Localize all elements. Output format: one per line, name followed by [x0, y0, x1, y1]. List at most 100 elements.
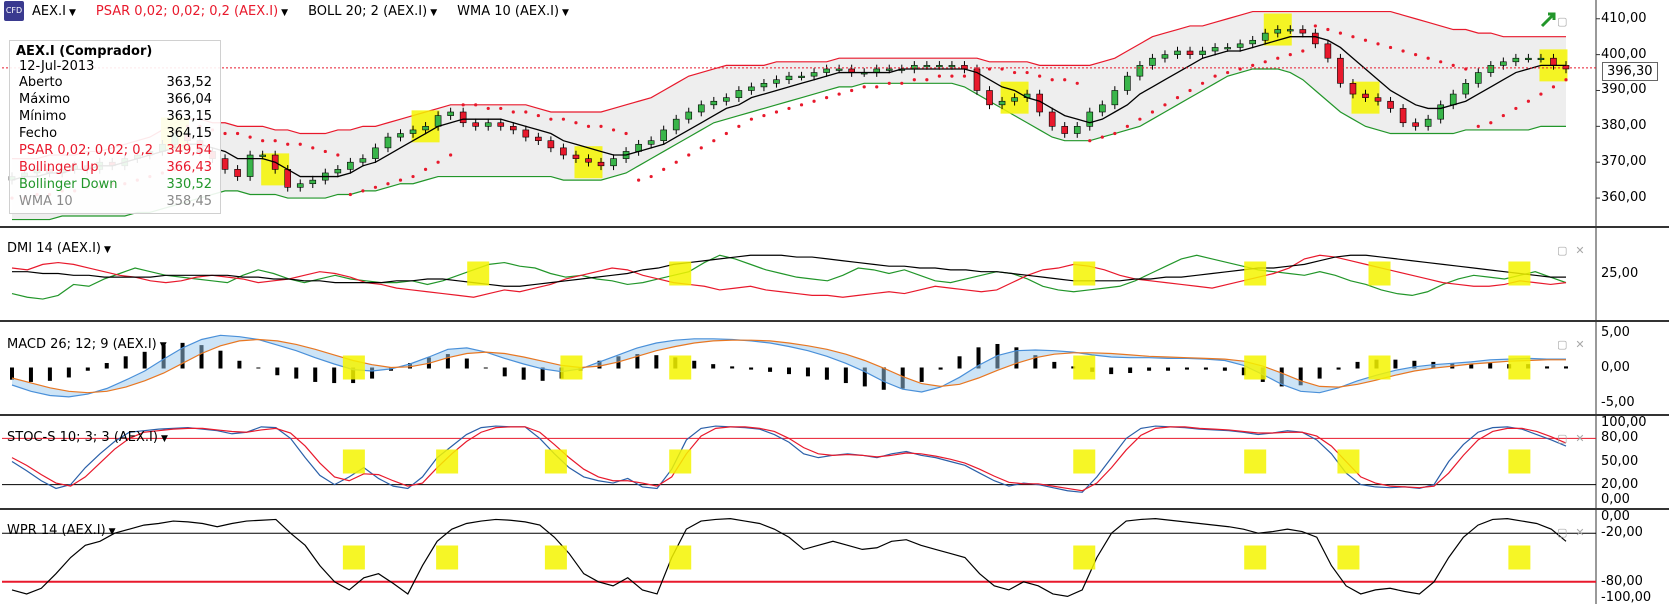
macd-histogram-bar: [1336, 367, 1341, 370]
stoc-window-controls[interactable]: ▢✕: [1557, 432, 1593, 445]
candle-body: [1186, 50, 1194, 55]
candle-body: [1349, 83, 1357, 95]
macd-histogram-bar: [540, 367, 545, 381]
psar-dot: [586, 124, 591, 128]
psar-dot: [248, 135, 252, 139]
price-window-controls[interactable]: ▢: [1557, 15, 1575, 28]
signal-highlight: [669, 545, 692, 570]
candle-body: [1061, 126, 1069, 134]
candle-body: [1299, 29, 1307, 34]
candle-body: [672, 118, 680, 131]
boll-menu[interactable]: BOLL 20; 2 (AEX.I) ▼: [308, 3, 438, 19]
wpr-panel-label[interactable]: WPR 14 (AEX.I) ▼: [7, 523, 116, 538]
stoc-axis-label: 100,00: [1601, 415, 1647, 430]
tooltip-row-value: 363,52: [166, 75, 213, 90]
signal-highlight: [544, 449, 567, 474]
tooltip-row: PSAR 0,02; 0,02; 0,2 349,54: [10, 142, 220, 159]
candle-body: [497, 122, 505, 127]
macd-histogram-bar: [28, 367, 33, 382]
dmi-window-controls[interactable]: ▢✕: [1557, 244, 1593, 257]
macd-histogram-bar: [938, 367, 943, 370]
dmi-panel-label[interactable]: DMI 14 (AEX.I) ▼: [7, 241, 111, 256]
psar-dot: [311, 146, 315, 150]
psar-dot: [912, 78, 916, 82]
psar-dot: [524, 110, 528, 114]
candle-body: [234, 169, 241, 177]
macd-histogram-bar: [47, 367, 52, 381]
signal-highlight: [436, 449, 459, 474]
psar-dot: [449, 153, 453, 157]
psar-dot: [824, 96, 829, 100]
macd-histogram-bar: [654, 355, 659, 369]
signal-highlight: [1337, 545, 1360, 570]
symbol-menu[interactable]: AEX.I ▼: [32, 3, 76, 19]
psar-dot: [1313, 24, 1317, 28]
psar-dot: [937, 74, 941, 78]
candle-body: [685, 111, 693, 120]
candle-body: [773, 79, 780, 84]
psar-dot: [1138, 117, 1142, 121]
macd-histogram-bar: [275, 367, 280, 376]
psar-dot: [1363, 38, 1368, 42]
signal-highlight: [1368, 261, 1391, 286]
psar-dot: [1526, 99, 1531, 103]
macd-histogram-bar: [1488, 363, 1493, 369]
tooltip-row-value: 363,15: [166, 109, 213, 124]
candle-body: [447, 111, 454, 116]
macd-histogram-bar: [843, 367, 848, 384]
psar-dot: [799, 103, 804, 107]
last-price-tag: 396,30: [1602, 62, 1658, 81]
tooltip-row: Bollinger Down 330,52: [10, 176, 220, 193]
psar-dot: [1539, 92, 1543, 96]
candle-body: [885, 68, 893, 71]
candle-body: [1161, 54, 1169, 59]
wma-menu[interactable]: WMA 10 (AEX.I) ▼: [457, 3, 569, 19]
signal-highlight: [467, 261, 490, 286]
tooltip-row-value: 349,54: [166, 143, 213, 158]
psar-dot: [1213, 74, 1217, 78]
candle-body: [246, 154, 254, 177]
chevron-down-icon: ▼: [104, 245, 111, 255]
signal-highlight: [342, 355, 365, 380]
candle-body: [723, 97, 730, 102]
psar-dot: [1376, 42, 1380, 46]
macd-histogram-bar: [730, 366, 735, 369]
psar-dot: [373, 185, 378, 189]
macd-histogram-bar: [313, 367, 318, 382]
macd-histogram-bar: [787, 367, 791, 375]
psar-dot: [361, 189, 365, 193]
stoc-panel-label[interactable]: STOC-S 10; 3; 3 (AEX.I) ▼: [7, 430, 168, 445]
candle-body: [1099, 104, 1106, 113]
tooltip-row-label: Fecho: [19, 126, 58, 141]
candle-body: [1261, 32, 1269, 41]
psar-dot: [599, 124, 603, 128]
price-axis-label: 380,00: [1601, 118, 1647, 134]
psar-dot: [1012, 70, 1017, 75]
macd-histogram-bar: [711, 364, 716, 369]
signal-highlight: [1073, 261, 1096, 286]
close-icon: ✕: [1575, 338, 1593, 351]
psar-dot: [1063, 78, 1067, 82]
macd-window-controls[interactable]: ▢✕: [1557, 338, 1593, 351]
candle-body: [1525, 57, 1532, 61]
indicator-line: [11, 426, 1567, 492]
candle-body: [384, 136, 392, 149]
macd-histogram-bar: [1033, 355, 1038, 369]
tooltip-row: Aberto 363,52: [10, 74, 220, 91]
candle-body: [1362, 93, 1369, 98]
chevron-down-icon: ▼: [281, 7, 289, 18]
chevron-down-icon: ▼: [159, 341, 167, 351]
indicator-line: [11, 518, 1567, 598]
wpr-window-controls[interactable]: ▢✕: [1557, 526, 1593, 539]
macd-panel-label[interactable]: MACD 26; 12; 9 (AEX.I) ▼: [7, 337, 167, 352]
candle-body: [986, 90, 993, 106]
signal-highlight: [436, 545, 459, 570]
psar-dot: [511, 110, 515, 114]
psar-menu[interactable]: PSAR 0,02; 0,02; 0,2 (AEX.I) ▼: [95, 3, 289, 19]
psar-dot: [950, 74, 954, 78]
tooltip-row-label: WMA 10: [19, 194, 73, 209]
psar-dot: [1388, 45, 1393, 50]
psar-dot: [1276, 56, 1280, 60]
psar-dot: [261, 139, 265, 143]
